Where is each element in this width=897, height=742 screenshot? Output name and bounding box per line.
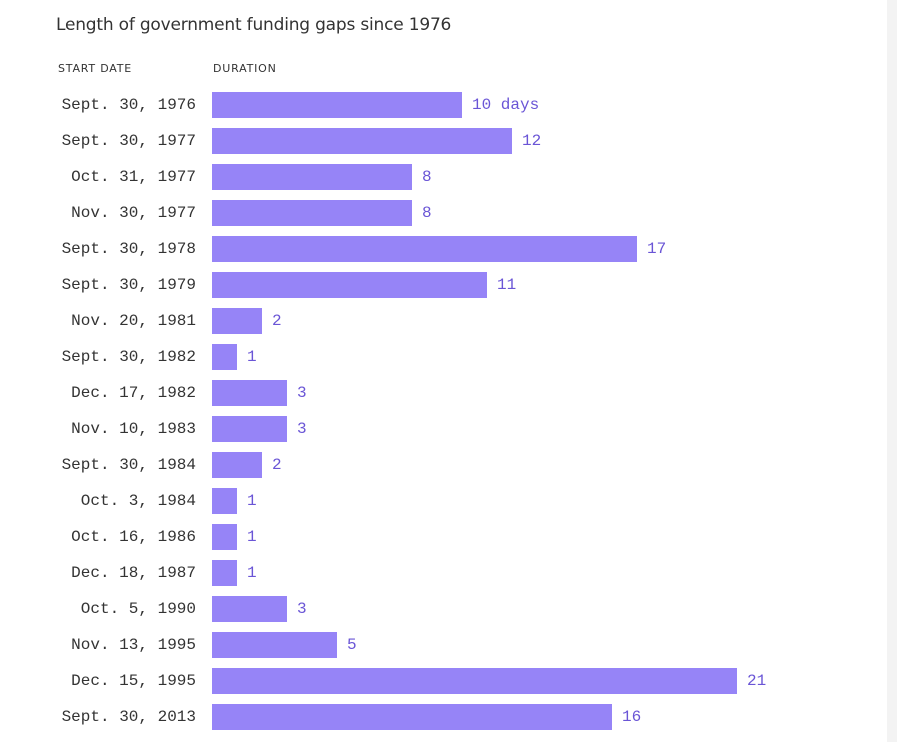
duration-header: DURATION [213,62,277,75]
date-label: Oct. 3, 1984 [81,492,196,510]
value-label: 11 [497,276,516,294]
duration-bar [212,632,337,658]
date-label: Oct. 31, 1977 [71,168,196,186]
date-label: Nov. 20, 1981 [71,312,196,330]
duration-bar [212,308,262,334]
duration-bar [212,236,637,262]
duration-bar [212,164,412,190]
value-label: 1 [247,492,257,510]
value-label: 2 [272,456,282,474]
date-label: Nov. 30, 1977 [71,204,196,222]
value-label: 17 [647,240,666,258]
start-date-header: START DATE [58,62,133,75]
duration-bar [212,200,412,226]
value-label: 8 [422,204,432,222]
duration-bar [212,488,237,514]
date-label: Dec. 17, 1982 [71,384,196,402]
duration-bar [212,380,287,406]
duration-bar [212,524,237,550]
value-label: 3 [297,384,307,402]
duration-bar [212,344,237,370]
date-label: Dec. 15, 1995 [71,672,196,690]
duration-bar [212,272,487,298]
date-label: Sept. 30, 1984 [62,456,196,474]
date-label: Nov. 13, 1995 [71,636,196,654]
value-label: 10 days [472,96,539,114]
value-label: 1 [247,564,257,582]
date-label: Oct. 16, 1986 [71,528,196,546]
value-label: 3 [297,420,307,438]
date-label: Sept. 30, 1977 [62,132,196,150]
duration-bar [212,560,237,586]
page-scrollbar-track[interactable] [887,0,897,742]
value-label: 1 [247,348,257,366]
value-label: 1 [247,528,257,546]
duration-bar [212,128,512,154]
date-label: Sept. 30, 1976 [62,96,196,114]
date-label: Oct. 5, 1990 [81,600,196,618]
value-label: 8 [422,168,432,186]
value-label: 3 [297,600,307,618]
date-label: Dec. 18, 1987 [71,564,196,582]
chart-title: Length of government funding gaps since … [56,15,452,35]
date-label: Sept. 30, 1979 [62,276,196,294]
value-label: 16 [622,708,641,726]
duration-bar [212,452,262,478]
duration-bar [212,704,612,730]
duration-bar [212,416,287,442]
duration-bar [212,668,737,694]
date-label: Sept. 30, 1982 [62,348,196,366]
date-label: Nov. 10, 1983 [71,420,196,438]
date-label: Sept. 30, 2013 [62,708,196,726]
duration-bar [212,92,462,118]
date-label: Sept. 30, 1978 [62,240,196,258]
value-label: 21 [747,672,766,690]
value-label: 2 [272,312,282,330]
value-label: 5 [347,636,357,654]
duration-bar [212,596,287,622]
value-label: 12 [522,132,541,150]
